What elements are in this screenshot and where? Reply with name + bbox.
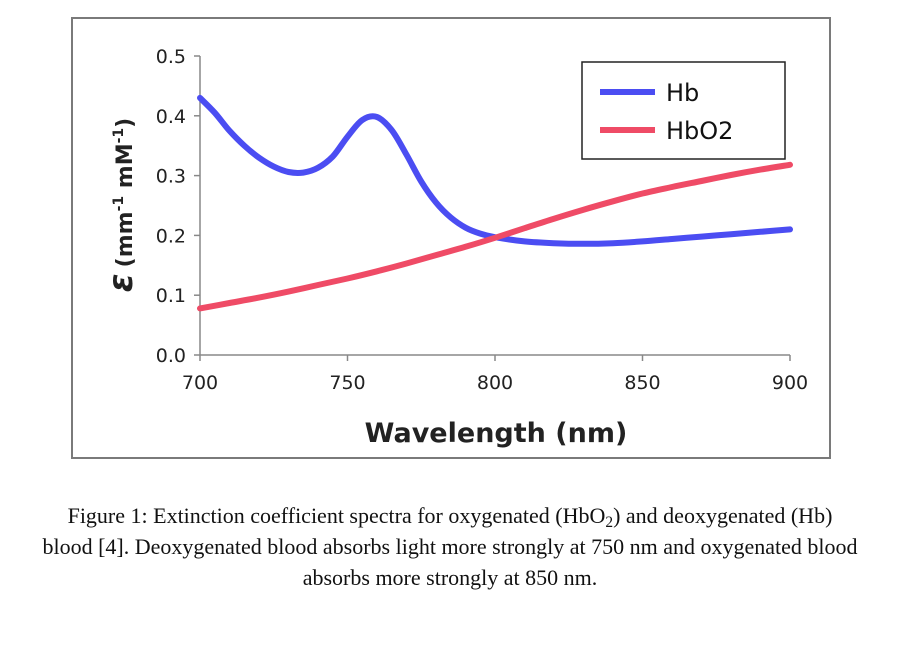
series-line-hb [197,94,793,247]
y-tick-label: 0.4 [156,106,186,128]
x-tick-label: 700 [182,372,218,394]
y-axis-unit-2: mM [113,143,138,195]
y-axis-title: ε(mm-1 mM-1) [101,118,141,293]
y-axis-sup-1: -1 [111,196,127,212]
x-tick-label: 800 [477,372,513,394]
caption-part-2: ) and deoxygenated (Hb) blood [4]. Deoxy… [42,503,858,591]
y-tick-label: 0.0 [156,345,186,367]
y-tick-label: 0.3 [156,166,186,188]
y-tick-label: 0.5 [156,46,186,68]
y-axis-unit-close: ) [113,118,138,128]
y-tick-label: 0.2 [156,225,186,247]
extinction-chart: 0.0 0.1 0.2 0.3 0.4 0.5 700 750 800 850 900 Hb Hb… [71,17,831,459]
series-layer [197,94,793,312]
caption-subscript: 2 [605,513,614,531]
legend-label-hbo2: HbO2 [666,117,733,145]
chart-figure: 0.0 0.1 0.2 0.3 0.4 0.5 700 750 800 850 900 Hb Hb… [71,17,831,459]
legend-box [581,61,786,160]
y-axis-sup-2: -1 [111,128,127,144]
y-axis-symbol: ε [101,273,141,292]
legend-label-hb: Hb [666,79,699,107]
figure-caption: Figure 1: Extinction coefficient spectra… [40,500,860,594]
x-axis-title: Wavelength (nm) [365,418,628,449]
series-line-hbo2 [197,161,793,312]
x-tick-label: 750 [329,372,365,394]
x-tick-label: 900 [772,372,808,394]
y-tick-label: 0.1 [156,285,186,307]
y-axis-unit-1: (mm [113,211,138,267]
y-axis-ticks: 0.0 0.1 0.2 0.3 0.4 0.5 [156,46,200,367]
x-tick-label: 850 [624,372,660,394]
caption-part-1: Figure 1: Extinction coefficient spectra… [67,503,606,528]
x-axis-ticks: 700 750 800 850 900 [182,355,808,394]
